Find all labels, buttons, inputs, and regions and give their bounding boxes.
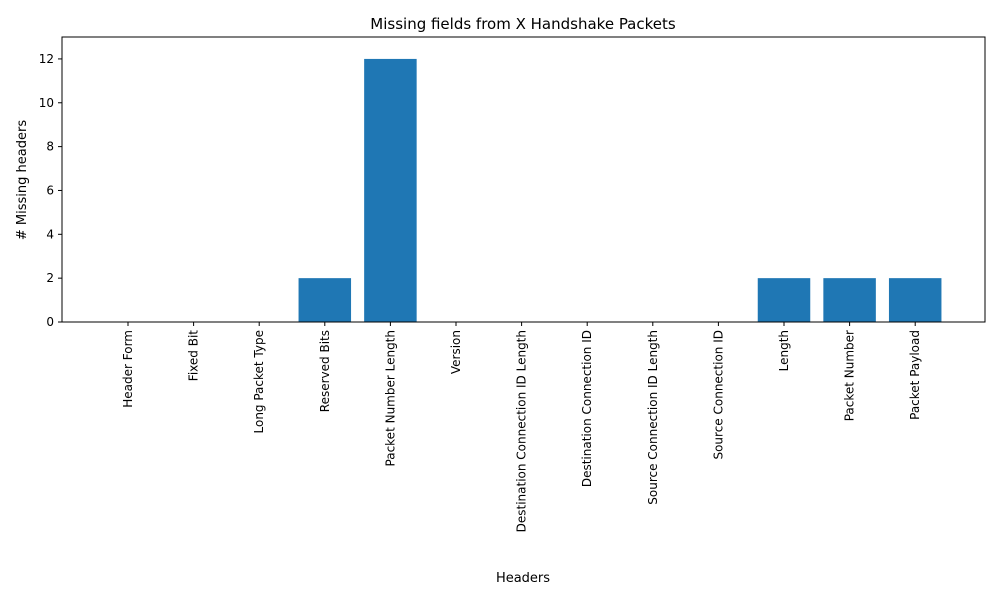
x-axis-label: Headers xyxy=(496,571,550,586)
x-tick-label: Fixed Bit xyxy=(187,330,201,381)
x-tick-label: Packet Number xyxy=(843,330,857,421)
bar xyxy=(298,278,352,322)
x-tick-label: Header Form xyxy=(121,330,135,408)
y-axis-ticks: 0 2 4 6 8 10 12 xyxy=(39,52,62,329)
y-tick-label: 6 xyxy=(46,183,54,197)
x-tick-label: Packet Payload xyxy=(908,330,922,420)
y-tick-label: 4 xyxy=(46,227,54,241)
x-tick-label: Packet Number Length xyxy=(383,330,397,466)
bar xyxy=(364,58,417,323)
bar xyxy=(823,278,876,322)
x-axis-ticks: Header Form Fixed Bit Long Packet Type Rese… xyxy=(121,322,922,532)
x-tick-label: Length xyxy=(777,330,791,371)
y-tick-label: 10 xyxy=(39,96,54,110)
plot-frame xyxy=(61,36,986,323)
bars-group xyxy=(298,58,942,323)
x-tick-label: Version xyxy=(449,330,463,374)
x-tick-label: Reserved Bits xyxy=(318,330,332,412)
y-tick-label: 2 xyxy=(46,271,54,285)
y-tick-label: 8 xyxy=(46,140,54,154)
x-tick-label: Destination Connection ID xyxy=(580,330,594,487)
x-tick-label: Source Connection ID Length xyxy=(646,330,660,505)
bar xyxy=(888,278,942,322)
y-tick-label: 0 xyxy=(46,315,54,329)
chart-title: Missing fields from X Handshake Packets xyxy=(370,15,676,33)
y-tick-label: 12 xyxy=(39,52,54,66)
x-tick-label: Long Packet Type xyxy=(252,330,266,434)
x-tick-label: Source Connection ID xyxy=(711,330,725,460)
bar xyxy=(757,278,811,322)
x-tick-label: Destination Connection ID Length xyxy=(515,330,529,532)
y-axis-label: # Missing headers xyxy=(15,120,30,240)
